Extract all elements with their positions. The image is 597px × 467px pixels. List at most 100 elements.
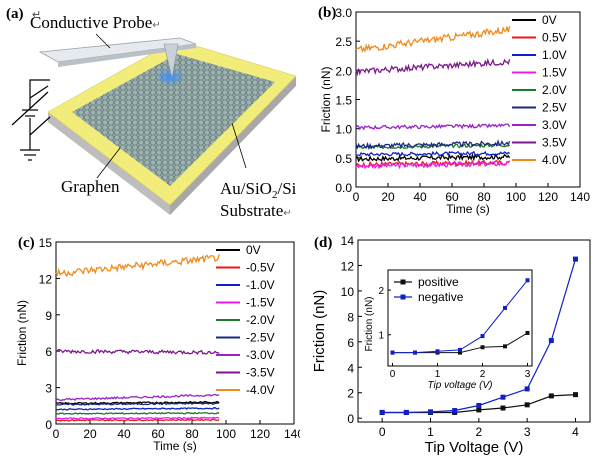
plot-frame	[55, 241, 295, 425]
inset-data-point-positive	[503, 344, 507, 349]
series-line-2.5V	[355, 139, 511, 151]
inset-x-tick-label: 3	[525, 369, 531, 380]
y-tick-label: 0.0	[335, 181, 352, 195]
data-point-positive	[548, 393, 554, 399]
series-line--0.5V	[55, 418, 220, 422]
legend-label: 2.0V	[542, 83, 567, 97]
legend-label: -2.5V	[246, 331, 275, 345]
inset-data-point-negative	[435, 349, 440, 354]
x-tick-label: 100	[216, 427, 236, 441]
series-line-1.5V	[355, 160, 510, 170]
inset-y-tick-label: 2	[378, 286, 384, 297]
data-point-positive	[573, 392, 578, 398]
inset-data-point-negative	[458, 347, 462, 352]
panel-b: 0 20 40 60 80 100 120 140 0.0 0.5 1.0 1.5 2.0 2.5 3.0 T…	[300, 0, 597, 230]
x-tick-label: 60	[151, 427, 165, 441]
legend-label: -2.0V	[246, 313, 275, 327]
legend-label: -3.0V	[246, 348, 275, 362]
y-tick-label: 12	[39, 272, 53, 286]
legend-marker	[400, 294, 406, 300]
x-tick-label: 20	[381, 190, 395, 204]
panel-letter: (c)	[18, 235, 35, 251]
y-tick-label: 1.0	[335, 123, 352, 137]
legend-label: 2.5V	[542, 101, 567, 115]
substrate-side-front	[48, 112, 170, 215]
x-tick-label: 0	[379, 425, 386, 439]
series-line-3.0V	[355, 123, 511, 131]
inset-data-point-negative	[503, 305, 507, 310]
y-tick-label: 0	[45, 418, 52, 432]
series-line--4.0V	[55, 254, 220, 278]
x-tick-label: 3	[524, 425, 531, 439]
series-line--1.0V	[55, 407, 220, 411]
inset-data-point-positive	[480, 345, 485, 350]
y-tick-label: 2.5	[335, 35, 352, 49]
inset-data-point-positive	[525, 330, 530, 335]
tip-glow	[155, 68, 185, 86]
data-point-positive	[524, 402, 530, 408]
y-tick-label: 15	[39, 236, 53, 250]
legend-label: 4.0V	[542, 153, 567, 167]
data-point-negative	[452, 408, 458, 414]
series-line--2.0V	[55, 411, 220, 415]
x-tick-label: 140	[570, 190, 590, 204]
x-tick-label: 20	[83, 427, 97, 441]
x-tick-label: 60	[445, 190, 459, 204]
x-tick-label: 0	[353, 190, 360, 204]
y-axis-label: Friction (nN)	[311, 290, 328, 373]
data-point-negative	[476, 402, 482, 408]
data-point-negative	[573, 256, 578, 262]
panel-a-mark: ↵	[32, 9, 41, 21]
legend-label: 3.5V	[542, 136, 567, 150]
series-line-3.5V	[355, 57, 511, 77]
y-tick-label: 10	[341, 285, 355, 299]
x-tick-label: 4	[572, 425, 579, 439]
inset-x-tick-label: 2	[480, 369, 486, 380]
series-line-0.5V	[355, 158, 511, 169]
x-tick-label: 1	[427, 425, 434, 439]
series-line--2.5V	[55, 402, 220, 406]
y-tick-label: 14	[341, 234, 355, 248]
y-tick-label: 2.0	[335, 64, 352, 78]
series-line--3.5V	[55, 348, 220, 355]
legend-label: 0V	[246, 243, 261, 257]
y-tick-label: 0	[347, 412, 354, 426]
y-tick-label: 6	[347, 336, 354, 350]
legend-label: 1.5V	[542, 66, 567, 80]
y-tick-label: 0.5	[335, 152, 352, 166]
data-point-negative	[428, 409, 433, 415]
y-tick-label: 1.5	[335, 94, 352, 108]
panel-a: (a) ↵ Conductive Probe↵ Graphen Au/SiO2/…	[0, 0, 300, 230]
legend-label: -3.5V	[246, 366, 275, 380]
series-line-0V	[355, 152, 511, 163]
series-line-0V	[55, 400, 220, 405]
legend-label: -4.0V	[246, 383, 275, 397]
x-tick-label: 100	[506, 190, 526, 204]
inset-x-tick-label: 0	[390, 369, 396, 380]
legend-label: 1.0V	[542, 48, 567, 62]
x-axis-label: Tip Voltage (V)	[425, 439, 524, 456]
friction-time-chart-positive: 0 20 40 60 80 100 120 140 0.0 0.5 1.0 1.5 2.0 2.5 3.0 T…	[318, 5, 590, 216]
probe-label: Conductive Probe↵	[30, 13, 161, 32]
substrate-side-right	[170, 76, 296, 215]
substrate-label-line1: Au/SiO2/Si	[220, 179, 297, 201]
data-point-negative	[524, 386, 530, 392]
x-axis-label: Time (s)	[153, 439, 197, 453]
data-point-positive	[476, 407, 482, 413]
afm-schematic: (a) ↵ Conductive Probe↵ Graphen Au/SiO2/…	[6, 6, 297, 220]
legend-label: negative	[418, 290, 464, 304]
inset-data-point-negative	[413, 350, 417, 355]
legend-label: -1.5V	[246, 296, 275, 310]
x-tick-label: 120	[538, 190, 558, 204]
y-tick-label: 3	[45, 382, 52, 396]
x-tick-label: 40	[117, 427, 131, 441]
inset-data-point-negative	[525, 278, 530, 283]
legend-label: 0.5V	[542, 31, 567, 45]
data-point-negative	[548, 338, 554, 344]
data-point-negative	[500, 394, 506, 400]
series-line-1.0V	[355, 150, 510, 157]
x-tick-label: 40	[413, 190, 427, 204]
series-line-4.0V	[355, 25, 511, 54]
legend-label: 0V	[542, 13, 557, 27]
legend-label: -0.5V	[246, 261, 275, 275]
